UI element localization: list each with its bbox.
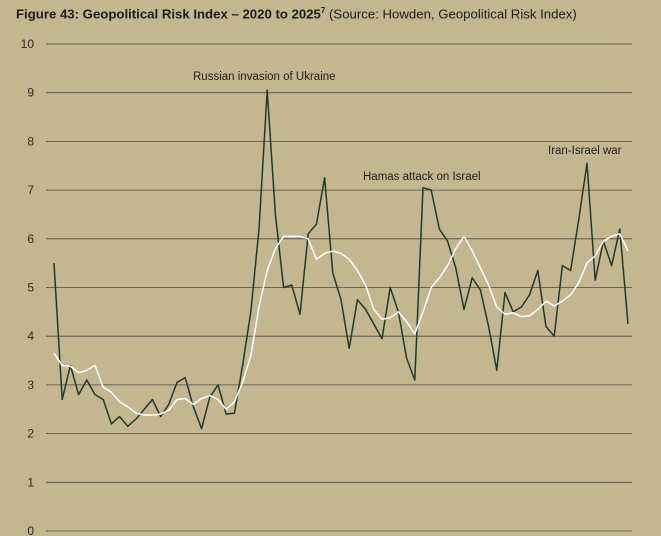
annotations: Russian invasion of Ukraine Hamas attack … — [193, 71, 622, 183]
annotation-hamas-attack: Hamas attack on Israel — [363, 171, 481, 183]
series-line-monthly — [53, 89, 629, 430]
annotation-russian-invasion: Russian invasion of Ukraine — [193, 71, 336, 83]
y-tick-label-4: 4 — [27, 329, 34, 343]
y-tick-label-3: 3 — [27, 378, 34, 392]
y-tick-label-9: 9 — [27, 86, 34, 100]
y-tick-label-0: 0 — [27, 524, 34, 536]
grid-layer — [46, 43, 632, 532]
y-tick-label-10: 10 — [21, 37, 35, 51]
chart-title-source: (Source: Howden, Geopolitical Risk Index… — [325, 6, 577, 22]
y-tick-labels: 0 1 2 3 4 5 6 7 8 9 10 — [21, 37, 35, 536]
y-tick-label-5: 5 — [27, 281, 34, 295]
y-tick-label-7: 7 — [27, 183, 34, 197]
annotation-iran-israel-war: Iran-Israel war — [548, 145, 622, 157]
y-tick-label-8: 8 — [27, 134, 34, 148]
chart-title-main: Figure 43: Geopolitical Risk Index – 202… — [16, 6, 321, 22]
y-tick-label-1: 1 — [27, 475, 34, 489]
series-layer — [53, 89, 629, 430]
chart-title: Figure 43: Geopolitical Risk Index – 202… — [16, 6, 577, 21]
chart-title-footnote: 7 — [320, 6, 326, 15]
series-line-average — [53, 233, 629, 416]
y-tick-label-6: 6 — [27, 232, 34, 246]
y-tick-label-2: 2 — [27, 427, 34, 441]
